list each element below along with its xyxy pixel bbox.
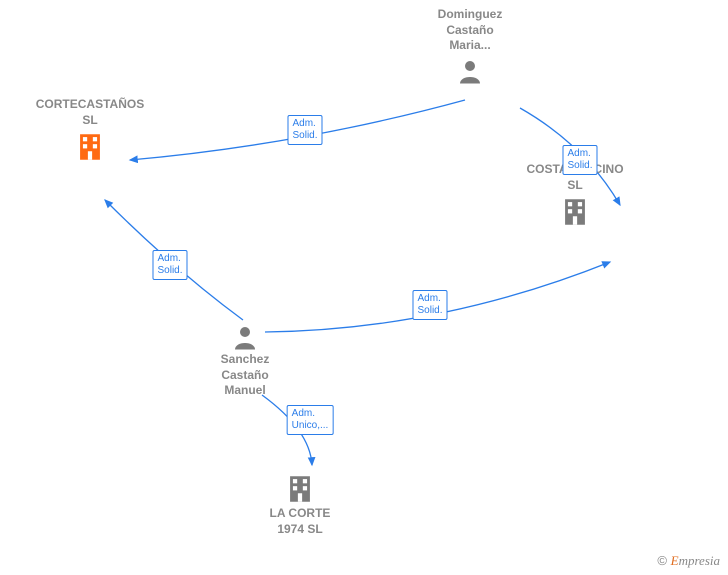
node-dominguez[interactable]: Dominguez Castaño Maria... bbox=[420, 7, 520, 86]
person-icon-wrap bbox=[420, 56, 520, 86]
edge-label: Adm. Solid. bbox=[412, 290, 447, 320]
copyright-symbol: © bbox=[657, 553, 667, 568]
person-icon-wrap bbox=[195, 322, 295, 352]
building-icon-wrap bbox=[515, 195, 635, 229]
node-cortecastanos[interactable]: CORTECASTAÑOS SL bbox=[25, 97, 155, 164]
node-lacorte[interactable]: LA CORTE 1974 SL bbox=[250, 470, 350, 537]
node-label: Sanchez Castaño Manuel bbox=[195, 352, 295, 399]
building-icon-wrap bbox=[250, 472, 350, 506]
node-label: LA CORTE 1974 SL bbox=[250, 506, 350, 537]
node-sanchez[interactable]: Sanchez Castaño Manuel bbox=[195, 320, 295, 399]
building-icon bbox=[283, 472, 317, 506]
edge-label: Adm. Solid. bbox=[287, 115, 322, 145]
graph-edges-layer bbox=[0, 0, 728, 575]
building-icon bbox=[73, 130, 107, 164]
copyright: © Empresia bbox=[657, 553, 720, 569]
node-label: Dominguez Castaño Maria... bbox=[420, 7, 520, 54]
building-icon bbox=[558, 195, 592, 229]
person-icon bbox=[455, 56, 485, 86]
brand-name: Empresia bbox=[671, 553, 720, 568]
building-icon-wrap bbox=[25, 130, 155, 164]
edge-label: Adm. Solid. bbox=[152, 250, 187, 280]
person-icon bbox=[230, 322, 260, 352]
edge-label: Adm. Unico,... bbox=[287, 405, 334, 435]
node-label: CORTECASTAÑOS SL bbox=[25, 97, 155, 128]
edge-label: Adm. Solid. bbox=[562, 145, 597, 175]
